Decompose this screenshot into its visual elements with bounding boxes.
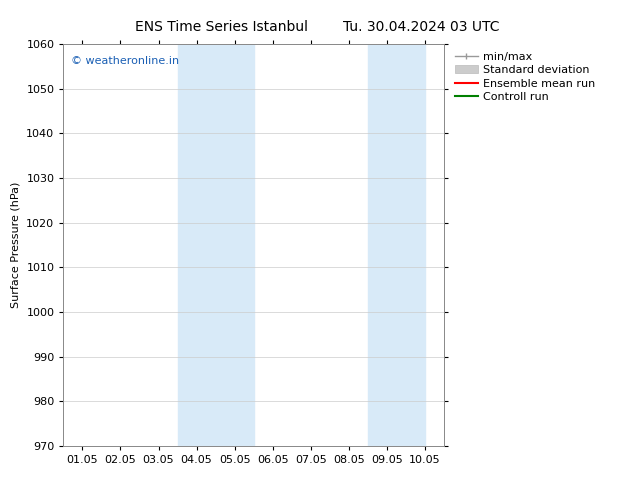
Bar (368, 44, 425, 446)
Bar (178, 44, 254, 446)
Legend: min/max, Standard deviation, Ensemble mean run, Controll run: min/max, Standard deviation, Ensemble me… (453, 49, 598, 104)
Text: © weatheronline.in: © weatheronline.in (71, 56, 179, 66)
Text: ENS Time Series Istanbul        Tu. 30.04.2024 03 UTC: ENS Time Series Istanbul Tu. 30.04.2024 … (135, 20, 499, 34)
Y-axis label: Surface Pressure (hPa): Surface Pressure (hPa) (11, 182, 21, 308)
